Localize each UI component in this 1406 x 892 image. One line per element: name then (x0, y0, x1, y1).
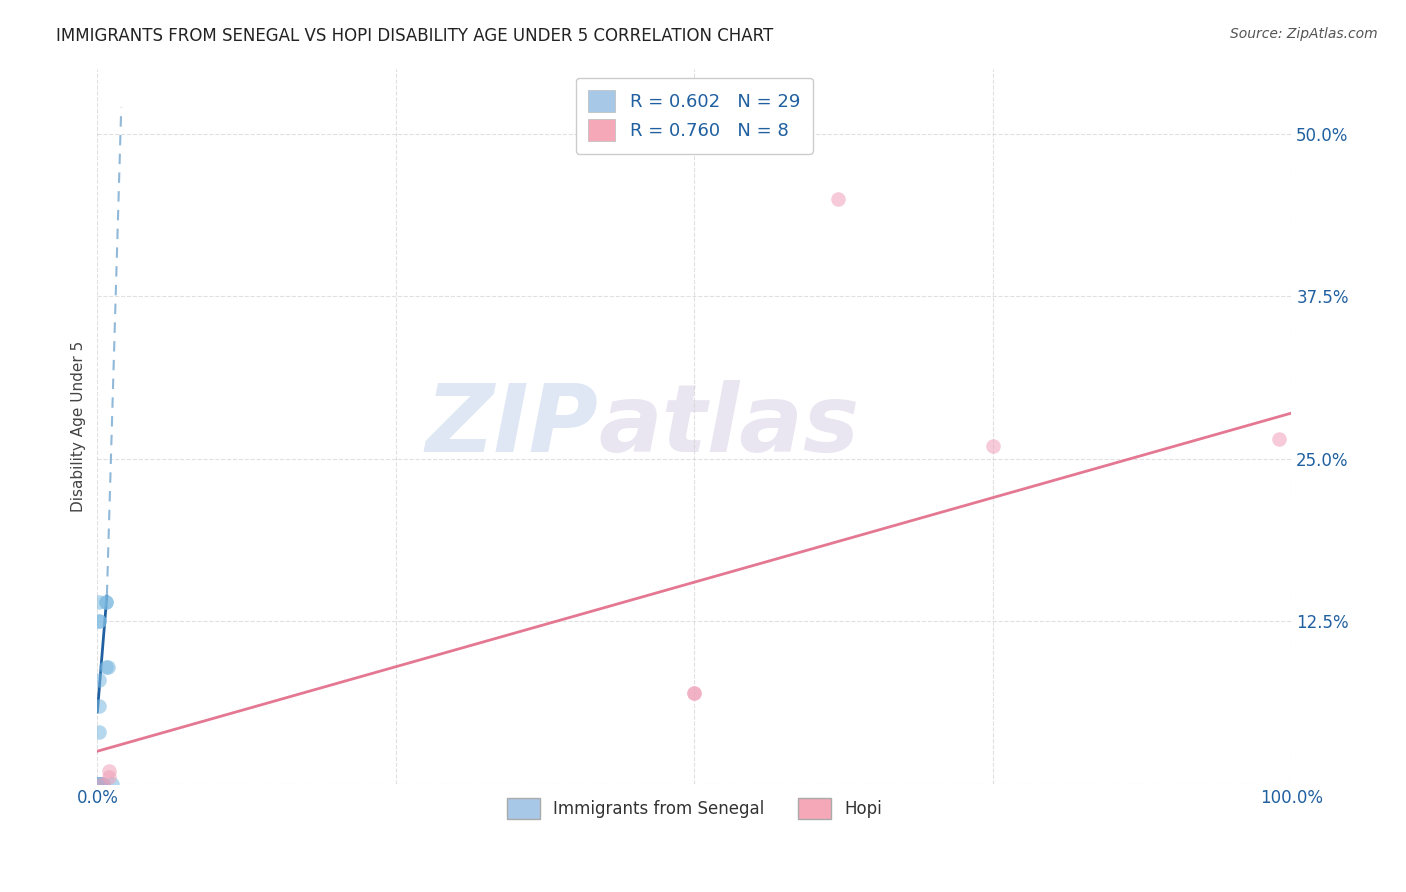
Point (87, 777, 110, 791)
Point (87, 777, 110, 791)
Point (87, 777, 110, 791)
Point (89, 777, 111, 791)
Text: IMMIGRANTS FROM SENEGAL VS HOPI DISABILITY AGE UNDER 5 CORRELATION CHART: IMMIGRANTS FROM SENEGAL VS HOPI DISABILI… (56, 27, 773, 45)
Point (981, 439, 1004, 453)
Point (87, 673, 110, 687)
Point (87, 698, 110, 713)
Point (91, 777, 114, 791)
Point (100, 777, 122, 791)
Point (683, 686, 706, 700)
Legend: Immigrants from Senegal, Hopi: Immigrants from Senegal, Hopi (501, 792, 889, 825)
Point (91, 777, 114, 791)
Point (87, 614, 110, 628)
Point (94, 595, 117, 609)
Point (1268, 432, 1291, 446)
Point (87, 777, 110, 791)
Point (683, 686, 706, 700)
Point (89, 777, 111, 791)
Point (87, 777, 110, 791)
Point (94, 659, 117, 673)
Point (98, 770, 121, 784)
Point (98, 764, 121, 778)
Point (87, 777, 110, 791)
Point (87, 777, 110, 791)
Point (87, 777, 110, 791)
Point (87, 614, 110, 628)
Point (89, 777, 111, 791)
Point (87, 777, 110, 791)
Point (91, 777, 114, 791)
Text: Source: ZipAtlas.com: Source: ZipAtlas.com (1230, 27, 1378, 41)
Text: ZIP: ZIP (426, 380, 599, 472)
Y-axis label: Disability Age Under 5: Disability Age Under 5 (72, 341, 86, 512)
Point (87, 777, 110, 791)
Text: atlas: atlas (599, 380, 860, 472)
Point (87, 595, 110, 609)
Point (90, 777, 112, 791)
Point (94, 595, 117, 609)
Point (97, 659, 120, 673)
Point (89, 777, 111, 791)
Point (827, 192, 849, 206)
Point (87, 724, 110, 739)
Point (87, 777, 110, 791)
